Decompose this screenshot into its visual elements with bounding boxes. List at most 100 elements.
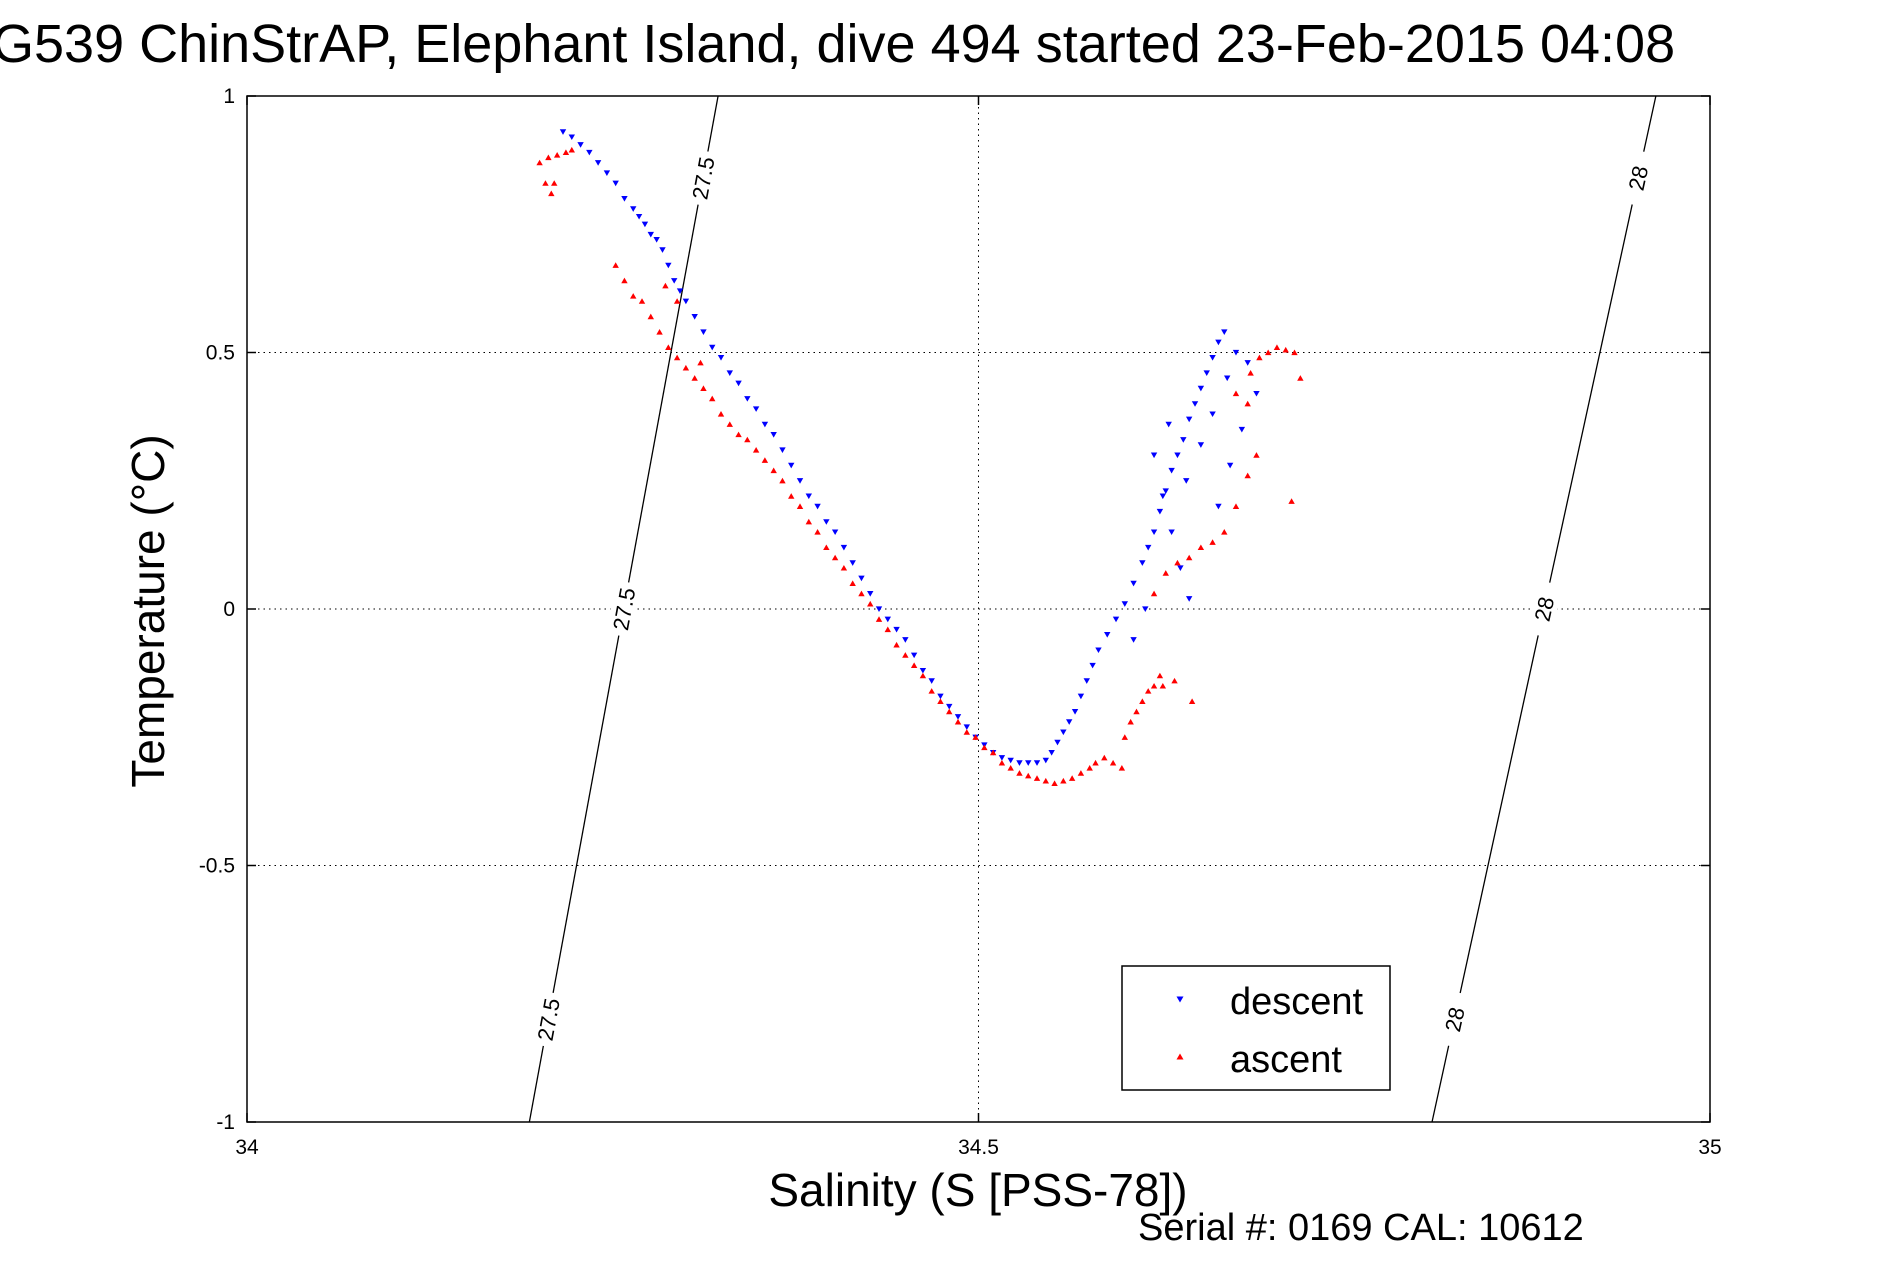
descent-point [752, 406, 760, 412]
x-tick-label: 34 [235, 1136, 259, 1159]
ascent-point [1253, 452, 1260, 458]
descent-point [744, 396, 751, 402]
descent-point [1095, 647, 1102, 654]
ascent-point [867, 600, 874, 607]
descent-point [676, 288, 684, 294]
ascent-point [548, 190, 555, 197]
descent-point [814, 503, 821, 510]
ascent-point [1068, 775, 1076, 781]
contour-label-gap [606, 580, 642, 638]
descent-point [1139, 560, 1146, 566]
descent-point [875, 606, 883, 612]
ascent-point [1156, 672, 1164, 679]
descent-point [559, 129, 567, 135]
y-tick-label: -1 [216, 1111, 235, 1134]
ascent-point [1109, 759, 1117, 766]
ascent-point [831, 554, 839, 561]
ascent-point [1077, 770, 1085, 776]
y-tick-label: 0 [223, 598, 235, 621]
descent-point [1238, 426, 1246, 433]
descent-point [603, 170, 611, 176]
descent-point [1185, 596, 1193, 602]
descent-point [665, 262, 672, 269]
ascent-point [1244, 400, 1251, 407]
ascent-point [1247, 370, 1254, 376]
ascent-point [849, 580, 856, 586]
descent-point [1232, 349, 1240, 356]
descent-point [893, 626, 900, 633]
descent-point [1025, 760, 1032, 766]
ascent-point [770, 467, 777, 474]
contour-label-gap [685, 149, 721, 207]
ascent-point [1232, 503, 1240, 509]
descent-point [1177, 565, 1184, 571]
ascent-point [673, 354, 681, 361]
y-axis-label: Temperature (°C) [122, 434, 174, 787]
descent-point [1191, 401, 1199, 407]
descent-point [1150, 529, 1158, 536]
ascent-point [981, 744, 988, 751]
legend-marker-descent [1176, 996, 1184, 1003]
ascent-point [1232, 390, 1240, 397]
ascent-point [717, 411, 725, 417]
legend-label-ascent: ascent [1230, 1039, 1342, 1081]
descent-point [586, 149, 593, 156]
descent-point [1033, 760, 1041, 766]
descent-point [1007, 757, 1014, 764]
descent-point [1162, 488, 1169, 495]
contour-label: 28 [1530, 594, 1560, 623]
descent-point [998, 755, 1006, 761]
descent-point [1112, 616, 1120, 623]
legend-label-descent: descent [1230, 981, 1364, 1023]
descent-point [761, 421, 769, 428]
ascent-point [1051, 780, 1058, 787]
descent-point [1089, 662, 1096, 669]
descent-point [1060, 729, 1067, 736]
descent-point [1221, 329, 1228, 335]
ascent-point [1060, 777, 1067, 784]
ascent-point [536, 159, 543, 166]
ascent-point [691, 375, 698, 381]
legend-box [1121, 965, 1391, 1091]
ascent-point [682, 364, 690, 371]
descent-point [1048, 750, 1055, 756]
ascent-point [814, 529, 821, 535]
ascent-point [1185, 554, 1193, 561]
contour-label-group: 27.5 [530, 990, 566, 1049]
descent-point [1244, 360, 1251, 366]
ascent-point [1209, 539, 1216, 545]
ascent-point [697, 359, 704, 366]
descent-point [1145, 544, 1152, 551]
descent-point [670, 278, 678, 284]
contour-label-gap [530, 990, 566, 1049]
ascent-point [1150, 590, 1158, 597]
descent-point [1156, 508, 1164, 515]
ascent-point [998, 759, 1006, 766]
ascent-point [840, 564, 848, 571]
descent-point [635, 213, 643, 220]
ascent-point [893, 641, 900, 648]
ascent-point [1273, 344, 1281, 350]
axis-ticks: 34 34.5 35 -1 -0.5 0 0.5 1 [199, 85, 1722, 1159]
ascent-point [1282, 346, 1289, 353]
ascent-point [1121, 734, 1128, 740]
descent-point [1209, 355, 1216, 361]
descent-point [577, 142, 584, 148]
descent-point [568, 134, 575, 141]
contour-label: 28 [1624, 164, 1654, 193]
descent-point [1159, 493, 1167, 500]
ascent-point [673, 298, 681, 304]
descent-point [910, 652, 918, 659]
grid-lines [247, 96, 1710, 1122]
ascent-point [779, 477, 786, 484]
ascent-point [656, 328, 663, 335]
x-tick-label: 35 [1698, 1136, 1721, 1159]
descent-point [963, 724, 970, 730]
ascent-point [946, 708, 953, 715]
descent-point [1253, 390, 1260, 397]
ascent-point [1256, 354, 1263, 361]
descent-point [735, 380, 742, 387]
ascent-point [1033, 775, 1041, 781]
descent-point [1226, 462, 1234, 469]
ascent-point [1086, 765, 1093, 771]
